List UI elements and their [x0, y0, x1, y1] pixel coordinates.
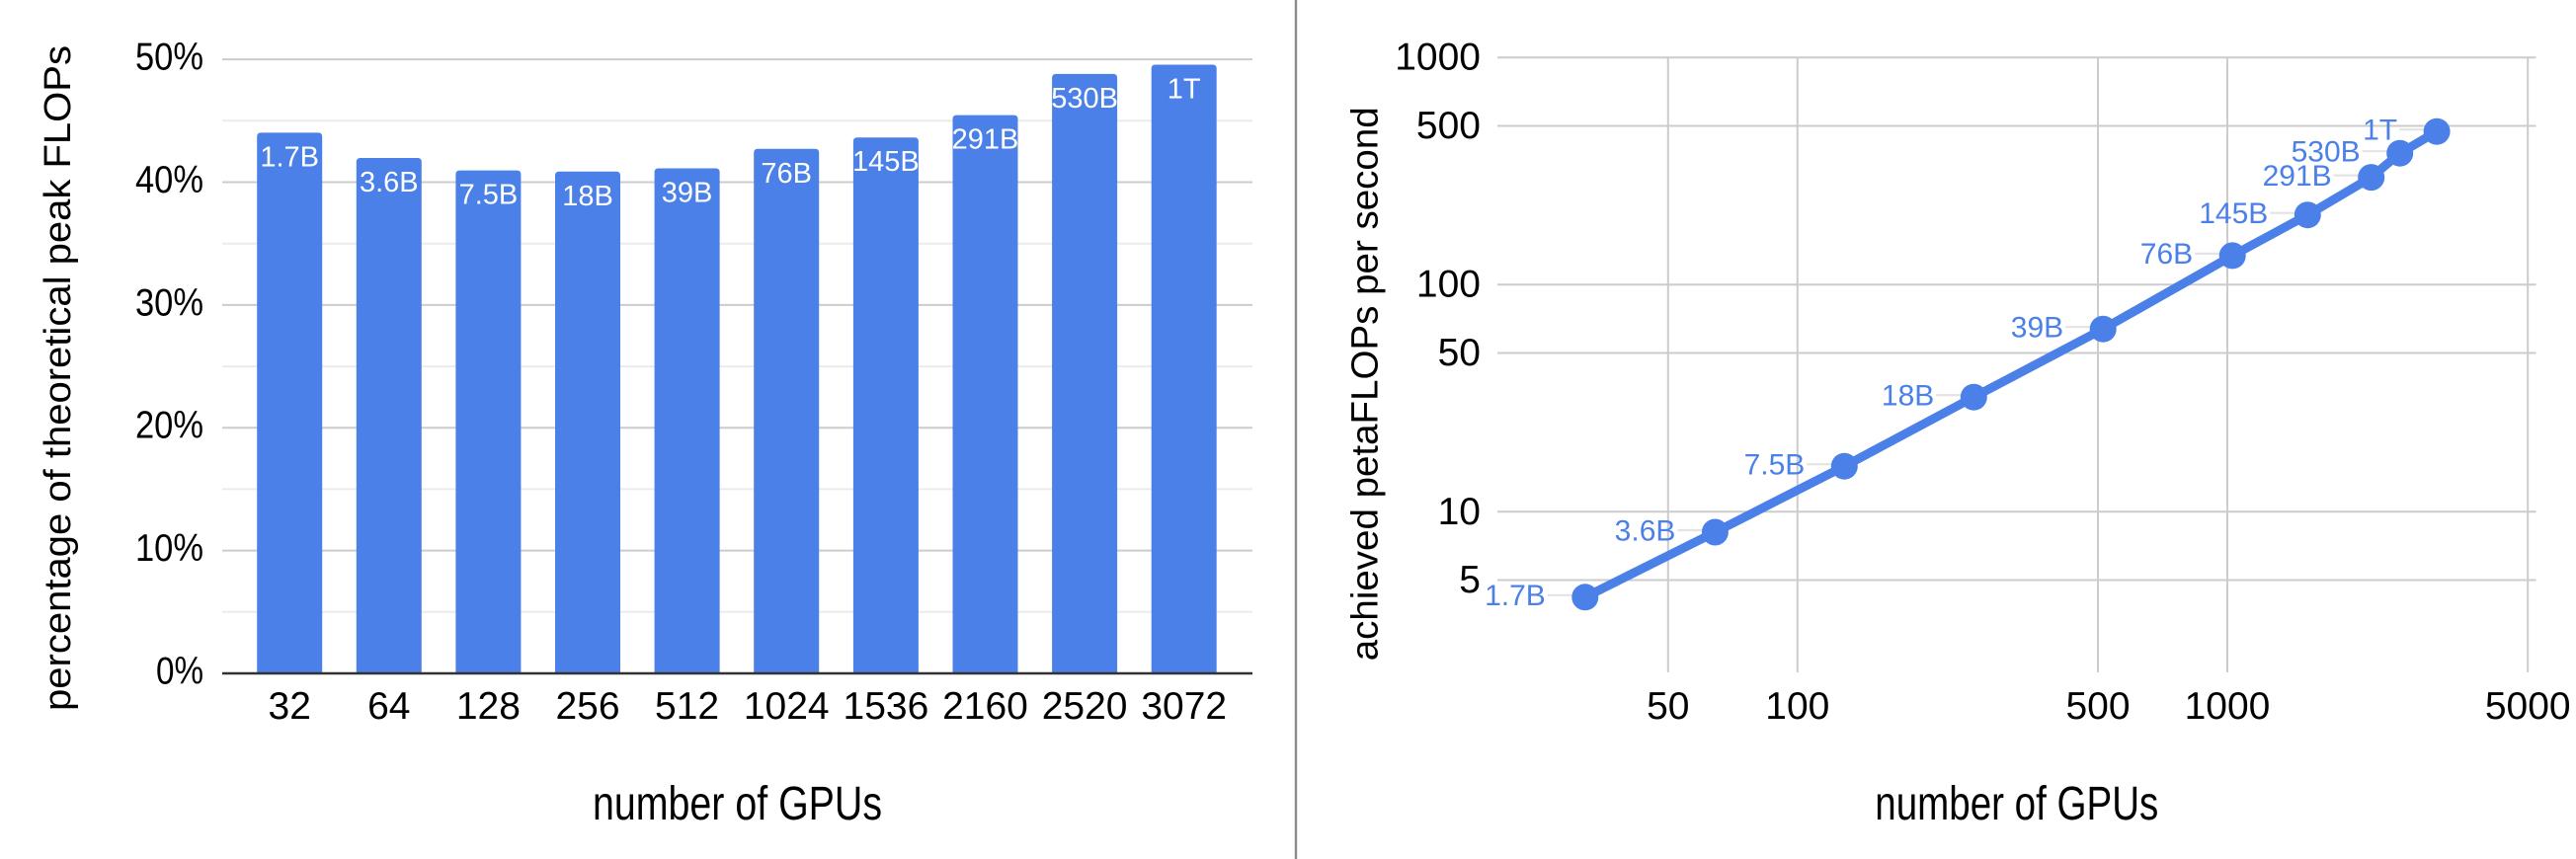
svg-text:128: 128: [456, 685, 521, 728]
svg-text:530B: 530B: [1051, 83, 1118, 115]
svg-text:145B: 145B: [852, 146, 920, 178]
svg-text:number of GPUs: number of GPUs: [1875, 777, 2158, 830]
svg-text:3072: 3072: [1141, 685, 1227, 728]
svg-text:5: 5: [1459, 559, 1481, 601]
svg-text:100: 100: [1765, 685, 1829, 728]
svg-text:3.6B: 3.6B: [1615, 514, 1676, 547]
svg-text:100: 100: [1416, 264, 1481, 306]
svg-text:1024: 1024: [744, 685, 830, 728]
svg-text:1T: 1T: [2363, 115, 2397, 147]
svg-text:50: 50: [1647, 685, 1689, 728]
svg-text:39B: 39B: [2011, 312, 2063, 345]
svg-text:256: 256: [555, 685, 619, 728]
svg-text:7.5B: 7.5B: [1744, 449, 1806, 482]
svg-text:291B: 291B: [2263, 160, 2332, 193]
svg-text:7.5B: 7.5B: [459, 180, 519, 211]
svg-text:291B: 291B: [952, 124, 1019, 156]
svg-text:39B: 39B: [662, 178, 713, 209]
svg-text:1000: 1000: [1395, 37, 1481, 79]
svg-text:1T: 1T: [1167, 74, 1201, 106]
svg-text:percentage of theoretical peak: percentage of theoretical peak FLOPs: [38, 45, 79, 711]
svg-text:1000: 1000: [2185, 685, 2271, 728]
svg-text:number of GPUs: number of GPUs: [593, 777, 882, 830]
svg-text:2160: 2160: [942, 685, 1028, 728]
svg-text:50%: 50%: [135, 37, 203, 79]
svg-text:3.6B: 3.6B: [360, 167, 419, 198]
svg-text:20%: 20%: [135, 405, 203, 447]
svg-text:530B: 530B: [2292, 136, 2361, 169]
svg-text:50: 50: [1438, 332, 1481, 374]
svg-text:1.7B: 1.7B: [260, 141, 319, 173]
svg-text:40%: 40%: [135, 159, 203, 201]
svg-text:2520: 2520: [1042, 685, 1128, 728]
svg-text:1.7B: 1.7B: [1485, 580, 1546, 612]
svg-text:10: 10: [1438, 491, 1481, 533]
svg-text:1536: 1536: [844, 685, 929, 728]
svg-text:145B: 145B: [2199, 197, 2268, 230]
svg-text:10%: 10%: [135, 527, 203, 570]
svg-text:18B: 18B: [562, 181, 613, 212]
svg-text:achieved petaFLOPs per second: achieved petaFLOPs per second: [1345, 107, 1387, 661]
svg-text:30%: 30%: [135, 281, 203, 324]
svg-text:18B: 18B: [1882, 380, 1934, 413]
svg-text:5000: 5000: [2485, 685, 2571, 728]
svg-text:64: 64: [367, 685, 410, 728]
svg-text:0%: 0%: [156, 651, 203, 693]
svg-text:500: 500: [1416, 105, 1481, 147]
svg-text:500: 500: [2065, 685, 2130, 728]
svg-text:76B: 76B: [761, 158, 812, 190]
svg-text:76B: 76B: [2140, 238, 2193, 271]
svg-text:32: 32: [269, 685, 311, 728]
svg-text:512: 512: [655, 685, 719, 728]
